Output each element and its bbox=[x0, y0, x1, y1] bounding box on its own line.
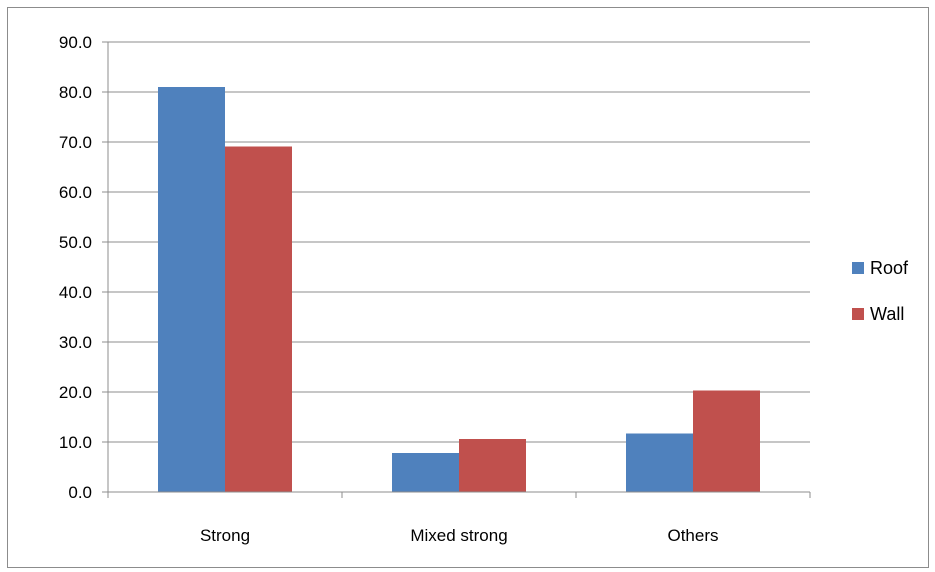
y-tick-label: 50.0 bbox=[59, 233, 92, 252]
y-tick-label: 10.0 bbox=[59, 433, 92, 452]
legend-swatch-roof bbox=[852, 262, 864, 274]
bar-wall-others bbox=[693, 390, 760, 492]
y-tick-label: 80.0 bbox=[59, 83, 92, 102]
bar-roof-mixed-strong bbox=[392, 453, 459, 492]
x-tick-label: Mixed strong bbox=[410, 526, 507, 545]
bar-wall-strong bbox=[225, 146, 292, 492]
bar-wall-mixed-strong bbox=[459, 439, 526, 492]
x-tick-label: Strong bbox=[200, 526, 250, 545]
y-tick-label: 90.0 bbox=[59, 33, 92, 52]
legend-label-wall: Wall bbox=[870, 304, 904, 324]
y-tick-label: 60.0 bbox=[59, 183, 92, 202]
y-tick-label: 70.0 bbox=[59, 133, 92, 152]
x-tick-label: Others bbox=[667, 526, 718, 545]
legend-swatch-wall bbox=[852, 308, 864, 320]
y-tick-label: 40.0 bbox=[59, 283, 92, 302]
y-tick-label: 30.0 bbox=[59, 333, 92, 352]
y-tick-label: 0.0 bbox=[68, 483, 92, 502]
y-tick-label: 20.0 bbox=[59, 383, 92, 402]
chart-frame bbox=[7, 7, 929, 568]
bar-roof-strong bbox=[158, 87, 225, 492]
legend-label-roof: Roof bbox=[870, 258, 909, 278]
bar-roof-others bbox=[626, 433, 693, 492]
